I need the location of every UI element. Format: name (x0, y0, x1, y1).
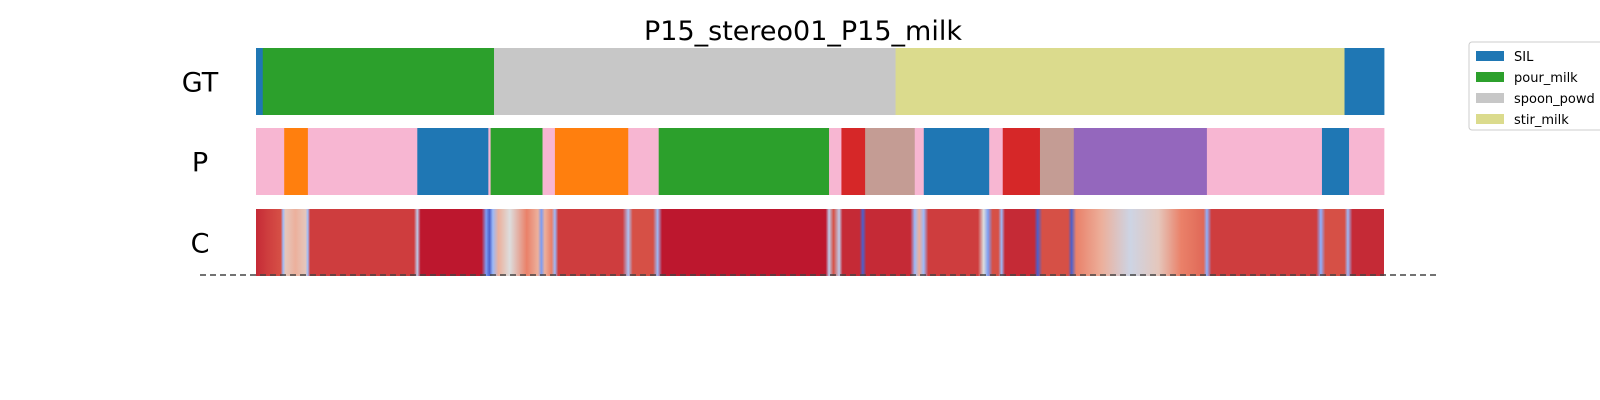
segment-gt-4-SIL (1344, 48, 1385, 115)
confidence-strip (256, 209, 1384, 276)
segment-p-0-pink (256, 128, 285, 195)
legend-frame (1468, 41, 1600, 131)
segment-p-17-brownpink (1039, 128, 1075, 195)
legend-swatch-3 (1476, 114, 1504, 124)
row-p: P (192, 128, 1385, 195)
segment-p-15-pink (989, 128, 1004, 195)
legend-swatch-1 (1476, 72, 1504, 82)
legend-label-1: pour_milk (1514, 71, 1578, 86)
segment-p-4-pink (488, 128, 492, 195)
segment-p-16-red (1002, 128, 1041, 195)
segment-p-14-SIL (923, 128, 990, 195)
segment-p-13-pink (914, 128, 925, 195)
segment-p-6-pink (542, 128, 556, 195)
segment-p-21-pink (1349, 128, 1385, 195)
segment-p-3-SIL (417, 128, 489, 195)
chart-title: P15_stereo01_P15_milk (644, 16, 962, 47)
segment-p-8-pink (628, 128, 660, 195)
legend-label-3: stir_milk (1514, 113, 1569, 128)
row-c: C (191, 209, 1384, 276)
segment-p-2-pink (307, 128, 418, 195)
row-label-p: P (192, 148, 208, 179)
segment-p-5-pour-milk (490, 128, 543, 195)
segment-p-18-purple (1073, 128, 1208, 195)
segment-p-1-orange (284, 128, 309, 195)
segment-p-7-orange (554, 128, 629, 195)
legend-swatch-2 (1476, 93, 1504, 103)
segment-gt-0-SIL (256, 48, 264, 115)
legend-swatch-0 (1476, 51, 1504, 61)
segment-rows: GT P C (182, 48, 1385, 276)
segment-p-20-SIL (1321, 128, 1350, 195)
segment-gt-1-pour-milk (262, 48, 495, 115)
legend-label-2: spoon_powd (1514, 92, 1595, 107)
legend: SIL pour_milk spoon_powd stir_milk (1468, 41, 1600, 131)
segment-p-10-pink (829, 128, 842, 195)
segment-p-9-pour-milk (658, 128, 830, 195)
row-gt: GT (182, 48, 1385, 115)
row-label-gt: GT (182, 68, 219, 99)
segment-gt-2-spoon-powder (494, 48, 896, 115)
segment-gt-3-stir-milk (895, 48, 1345, 115)
segment-p-19-pink (1206, 128, 1323, 195)
legend-label-0: SIL (1514, 50, 1534, 65)
segment-p-11-red (841, 128, 866, 195)
row-label-c: C (191, 229, 210, 260)
segment-p-12-brownpink (865, 128, 916, 195)
